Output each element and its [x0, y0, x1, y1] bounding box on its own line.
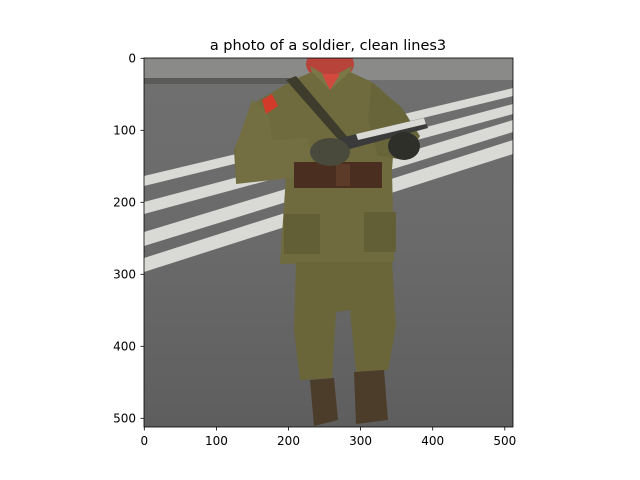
axes-frame: [143, 57, 514, 428]
right-glove: [388, 132, 420, 160]
x-tick-label: 100: [205, 434, 228, 448]
y-tick-label: 500: [113, 412, 136, 426]
left-arm: [236, 100, 312, 184]
shirt-collar: [322, 74, 340, 90]
rifle-stock: [356, 118, 426, 140]
trousers: [294, 262, 396, 380]
y-tick-label: 0: [128, 52, 136, 66]
left-pocket: [284, 214, 320, 254]
insignia-patch: [262, 94, 278, 114]
right-pocket: [364, 212, 396, 252]
x-tick-label: 400: [421, 434, 444, 448]
left-glove: [310, 138, 350, 166]
x-tick-label: 500: [493, 434, 516, 448]
right-boot: [354, 370, 388, 424]
x-tick-label: 0: [140, 434, 148, 448]
y-axis: 0 100 200 300 400 500: [113, 52, 144, 426]
x-tick-label: 200: [277, 434, 300, 448]
x-tick-label: 300: [349, 434, 372, 448]
x-axis: 0 100 200 300 400 500: [140, 427, 516, 448]
left-boot: [310, 378, 338, 426]
strap: [286, 76, 350, 146]
soldier: [234, 58, 428, 426]
photo: [144, 58, 513, 427]
y-tick-label: 100: [113, 124, 136, 138]
y-tick-label: 200: [113, 196, 136, 210]
belt-buckle: [336, 164, 350, 186]
y-tick-label: 400: [113, 340, 136, 354]
sidewalk-edge: [144, 78, 344, 84]
figure-title: a photo of a soldier, clean lines3: [210, 38, 446, 54]
y-tick-label: 300: [113, 268, 136, 282]
